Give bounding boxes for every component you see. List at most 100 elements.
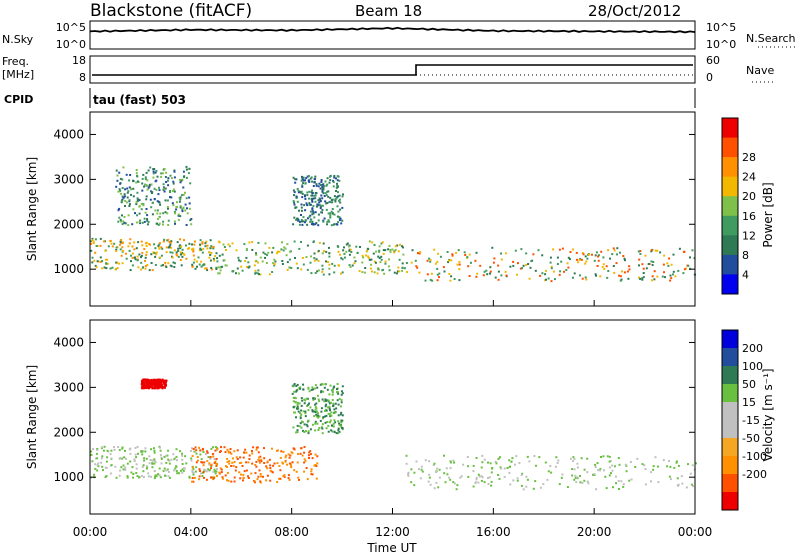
power-point (300, 241, 302, 243)
power-point (329, 214, 332, 217)
power-point (644, 254, 647, 257)
velocity-point (243, 451, 246, 454)
velocity-point (184, 455, 187, 458)
power-point (411, 249, 414, 252)
power-point (559, 270, 562, 273)
power-point (177, 255, 180, 258)
power-point (120, 254, 123, 257)
power-point (145, 245, 148, 247)
velocity-point (313, 464, 316, 467)
velocity-point (293, 390, 296, 393)
velocity-point (332, 405, 335, 408)
velocity-point (211, 476, 214, 479)
power-point (191, 263, 194, 266)
power-point (372, 252, 375, 255)
velocity-point (586, 480, 589, 483)
velocity-point (592, 473, 594, 476)
power-point (474, 259, 477, 262)
velocity-point (198, 478, 201, 481)
power-point (620, 278, 623, 281)
velocity-point (516, 479, 519, 482)
power-point (295, 178, 298, 181)
velocity-colorbar-label: Velocity [m s⁻¹] (761, 368, 775, 461)
power-point (581, 277, 584, 280)
velocity-point (579, 475, 581, 477)
power-point (326, 223, 328, 226)
nsky-tick-top: 10^5 (56, 21, 86, 34)
power-point (382, 252, 385, 255)
power-point (384, 260, 387, 263)
velocity-point (318, 415, 321, 418)
velocity-point (341, 385, 344, 388)
velocity-point (119, 469, 122, 472)
velocity-point (292, 397, 295, 399)
velocity-point (156, 378, 159, 381)
power-colorbar-segment (722, 176, 738, 197)
power-point (158, 186, 160, 189)
power-point (138, 221, 141, 224)
velocity-point (126, 476, 129, 479)
velocity-point (294, 401, 297, 403)
power-point (119, 182, 122, 185)
power-point (181, 255, 184, 258)
velocity-point (167, 471, 170, 473)
velocity-point (201, 461, 204, 464)
velocity-point (303, 431, 306, 433)
power-point (167, 246, 170, 249)
power-point (314, 200, 317, 203)
power-point (159, 203, 162, 206)
velocity-point (266, 460, 269, 463)
velocity-point (452, 459, 455, 462)
velocity-point (295, 431, 298, 434)
velocity-point (331, 393, 334, 396)
power-point (286, 261, 289, 264)
power-point (378, 251, 381, 254)
power-point (162, 186, 165, 189)
velocity-point (490, 471, 493, 474)
velocity-point (316, 394, 319, 397)
power-point (202, 248, 205, 251)
power-point (532, 253, 535, 256)
power-point (492, 261, 495, 264)
power-point (547, 277, 550, 280)
velocity-point (325, 427, 328, 430)
power-point (652, 261, 655, 263)
velocity-point (327, 412, 330, 415)
power-point (154, 247, 157, 250)
power-point (580, 258, 583, 261)
velocity-point (677, 483, 680, 486)
velocity-point (271, 447, 273, 450)
power-point (154, 171, 157, 174)
power-point (670, 277, 673, 280)
velocity-point (573, 458, 576, 461)
velocity-point (226, 448, 229, 451)
velocity-point (481, 461, 484, 464)
power-point (106, 258, 109, 261)
power-point (313, 181, 316, 184)
velocity-point (498, 477, 501, 480)
power-point (453, 278, 456, 280)
power-point (575, 251, 578, 254)
power-point (162, 183, 165, 186)
velocity-point (330, 401, 332, 404)
velocity-point (280, 450, 283, 453)
power-point (322, 273, 325, 276)
power-point (341, 206, 344, 209)
power-point (325, 260, 327, 263)
power-point (306, 204, 309, 207)
freq-label-line2: [MHz] (2, 68, 34, 81)
power-point (310, 255, 312, 258)
velocity-point (340, 421, 343, 424)
velocity-point (307, 386, 310, 389)
velocity-colorbar-segment (722, 420, 738, 439)
power-point (214, 255, 217, 258)
power-point (135, 221, 138, 224)
velocity-point (475, 478, 478, 481)
velocity-point (251, 450, 253, 452)
velocity-point (230, 452, 233, 455)
velocity-point (109, 472, 112, 475)
power-point (115, 261, 117, 264)
power-point (317, 224, 320, 227)
velocity-point (142, 384, 145, 387)
